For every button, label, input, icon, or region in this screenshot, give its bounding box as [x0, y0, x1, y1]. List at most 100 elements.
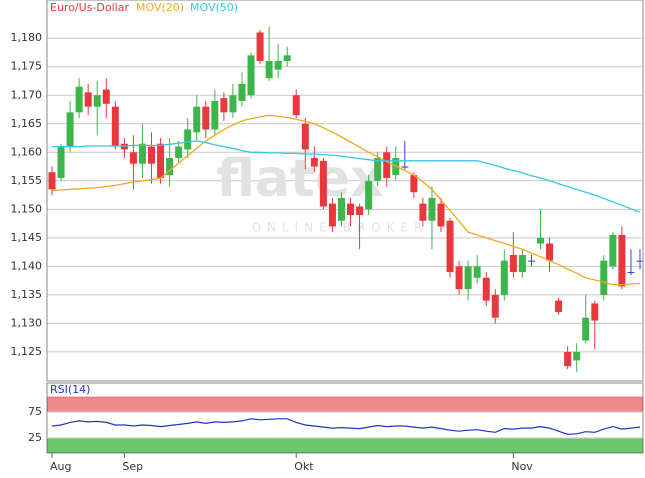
candle-body [419, 203, 427, 221]
candle-body [383, 152, 391, 178]
legend-entry: MOV(20) [136, 1, 184, 14]
candle-body [111, 106, 119, 147]
candle-body [256, 32, 264, 62]
candle-body [464, 266, 472, 290]
candle-body [455, 266, 463, 290]
candle-body [428, 197, 436, 221]
candle-body [84, 92, 92, 107]
indicator-tick-label: 25 [28, 431, 42, 444]
y-tick-label: 1,175 [11, 60, 43, 73]
candle-body [582, 317, 590, 341]
candle-body [48, 172, 56, 190]
marks [48, 26, 644, 372]
candle-body [482, 277, 490, 301]
candle-body [347, 203, 355, 216]
candle-body [401, 166, 409, 168]
candle-body [292, 95, 300, 116]
candle-body [220, 98, 228, 113]
candle-body [193, 106, 201, 133]
candle-body [356, 206, 364, 216]
candle-body [166, 157, 174, 176]
candle-body [138, 143, 146, 164]
watermark-sub: ONLINE BROKER [252, 221, 429, 235]
candle-body [564, 351, 572, 367]
candle-body [328, 203, 336, 227]
y-tick-label: 1,135 [11, 288, 43, 301]
candle-body [518, 254, 526, 273]
y-tick-label: 1,180 [11, 31, 43, 44]
candle-body [573, 351, 581, 361]
indicator-tick-label: 75 [28, 405, 42, 418]
candle-body [148, 146, 156, 164]
rsi-line [51, 418, 641, 435]
candle-body [238, 83, 246, 101]
candle-body [609, 234, 617, 267]
y-tick-label: 1,160 [11, 145, 43, 158]
candle-body [536, 237, 544, 244]
x-tick-label: Okt [294, 460, 314, 473]
y-tick-label: 1,130 [11, 316, 43, 329]
candle-body [301, 123, 309, 150]
candle-body [319, 160, 327, 207]
candle-body [202, 106, 210, 130]
y-tick-label: 1,125 [11, 345, 43, 358]
candle-body [102, 89, 110, 104]
y-tick-label: 1,150 [11, 202, 43, 215]
legend-entry: MOV(50) [190, 1, 238, 14]
candle-body [283, 55, 291, 62]
candle-body [546, 243, 554, 261]
candle-body [310, 157, 318, 167]
moving-average-line [52, 140, 641, 213]
candle-body [274, 61, 282, 70]
candle-body [247, 55, 255, 96]
x-tick-label: Aug [50, 460, 71, 473]
candle-body [66, 112, 74, 147]
indicator-frame [46, 382, 644, 454]
legend: Euro/Us-Dollar MOV(20) MOV(50) [50, 1, 238, 14]
candle-body [57, 146, 65, 178]
x-tick-label: Sep [122, 460, 143, 473]
overbought-zone [47, 396, 643, 413]
y-tick-label: 1,140 [11, 259, 43, 272]
candle-body [175, 146, 183, 158]
legend-title: Euro/Us-Dollar [50, 1, 129, 14]
x-tick-label: Nov [511, 460, 533, 473]
y-tick-label: 1,170 [11, 88, 43, 101]
grid [47, 37, 643, 353]
candle-body [627, 272, 635, 274]
plot-frame [46, 0, 644, 382]
oversold-zone [47, 437, 643, 453]
candle-body [229, 95, 237, 113]
candle-body [365, 180, 373, 210]
indicator-name: RSI(14) [50, 383, 90, 396]
candle-body [437, 203, 445, 227]
candle-body [509, 254, 517, 273]
candle-body [555, 300, 563, 312]
candle-body [527, 260, 535, 262]
candle-body [410, 175, 418, 193]
y-tick-label: 1,165 [11, 117, 43, 130]
candle-body [446, 220, 454, 273]
watermark: flatex [216, 149, 383, 209]
candle-body [184, 129, 192, 150]
candle-body [500, 260, 508, 295]
candle-body [265, 61, 273, 79]
candle-body [337, 197, 345, 221]
candle-body [129, 152, 137, 164]
candle-body [211, 100, 219, 130]
candle-body [157, 143, 165, 178]
candle-body [75, 86, 83, 113]
candle-body [374, 157, 382, 181]
candle-body [618, 234, 626, 287]
candle-body [93, 95, 101, 107]
candle-body [491, 294, 499, 318]
candle-body [636, 260, 644, 262]
candle-body [591, 303, 599, 321]
plot-area [47, 0, 643, 381]
y-tick-label: 1,145 [11, 231, 43, 244]
y-tick-label: 1,155 [11, 174, 43, 187]
moving-average-line [51, 114, 641, 286]
candle-body [473, 266, 481, 278]
candle-body [600, 260, 608, 295]
